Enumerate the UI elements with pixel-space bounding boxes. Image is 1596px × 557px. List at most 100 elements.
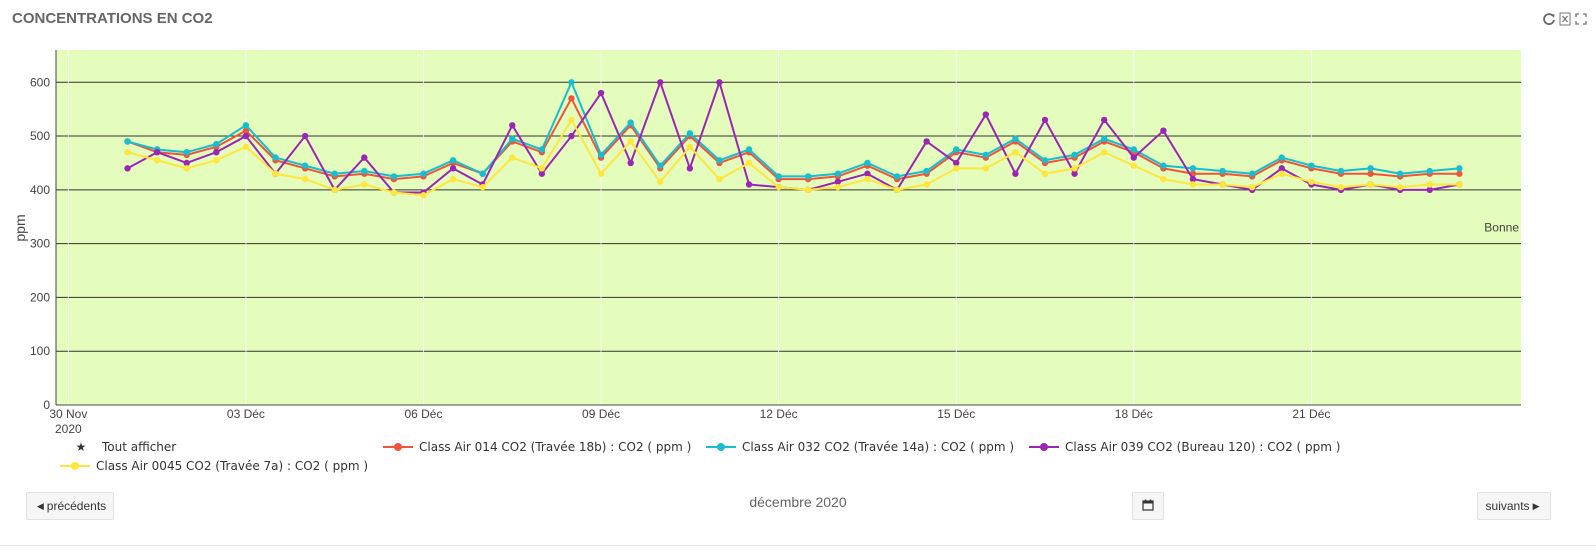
data-point [716, 79, 723, 86]
data-point [1456, 165, 1463, 172]
data-point [153, 148, 161, 156]
y-tick-label: 0 [43, 398, 50, 412]
data-point [1337, 167, 1345, 175]
data-point [301, 132, 309, 140]
data-point [627, 119, 634, 126]
data-point [657, 79, 664, 86]
legend-item-series-2[interactable]: Class Air 039 CO2 (Bureau 120) : CO2 ( p… [1029, 440, 1340, 454]
data-point [331, 186, 338, 194]
data-point [597, 151, 605, 159]
data-point [1456, 181, 1463, 188]
data-point [1308, 178, 1315, 185]
series-line [127, 118, 1460, 197]
data-point [509, 122, 516, 129]
data-point [953, 165, 960, 172]
data-point [509, 154, 516, 161]
data-point [153, 157, 161, 164]
data-point [183, 148, 190, 156]
data-point [124, 138, 131, 145]
data-point [923, 138, 930, 145]
legend-label: Class Air 039 CO2 (Bureau 120) : CO2 ( p… [1065, 440, 1341, 454]
series-layer [124, 79, 1463, 199]
x-tick-sublabel: 2020 [55, 422, 82, 436]
legend-item-series-0[interactable]: Class Air 014 CO2 (Travée 18b) : CO2 ( p… [383, 440, 691, 454]
data-point [1041, 116, 1049, 124]
data-point [775, 173, 782, 180]
data-point [420, 192, 427, 199]
legend-label: Class Air 032 CO2 (Travée 14a) : CO2 ( p… [742, 440, 1015, 454]
next-button[interactable]: suivants ▶ [1477, 492, 1551, 520]
export-excel-icon[interactable] [1558, 12, 1572, 26]
caret-right-icon: ▶ [1532, 500, 1540, 511]
data-point [1160, 175, 1167, 183]
data-point [686, 130, 694, 137]
data-point [1012, 135, 1019, 142]
data-point [301, 162, 309, 169]
data-point [272, 170, 279, 177]
chart-toolbar [1542, 12, 1588, 26]
data-point [982, 151, 990, 159]
data-point [597, 89, 605, 97]
data-point [449, 157, 457, 164]
data-point [479, 183, 486, 191]
data-point [982, 111, 990, 118]
series-3 [124, 116, 1463, 199]
data-point [1041, 157, 1049, 164]
legend-label: Class Air 0045 CO2 (Travée 7a) : CO2 ( p… [96, 459, 369, 473]
data-point [420, 170, 427, 177]
y-tick-label: 400 [30, 183, 50, 197]
data-point [686, 143, 694, 151]
data-point [923, 167, 930, 175]
bottom-divider [0, 545, 1596, 546]
data-point [1278, 170, 1285, 177]
x-tick-label: 21 Déc [1292, 407, 1330, 421]
data-point [1130, 146, 1137, 153]
data-point [805, 186, 812, 194]
data-point [1278, 165, 1285, 172]
calendar-button[interactable] [1132, 492, 1164, 520]
data-point [183, 159, 190, 167]
data-point [509, 135, 516, 142]
data-point [242, 122, 250, 129]
refresh-icon[interactable] [1542, 12, 1556, 26]
data-point [1426, 186, 1433, 194]
data-point [953, 159, 960, 167]
legend-show-all[interactable]: ★ Tout afficher [66, 440, 177, 454]
data-point [627, 138, 634, 145]
data-point [657, 178, 664, 185]
legend-item-series-3[interactable]: Class Air 0045 CO2 (Travée 7a) : CO2 ( p… [60, 459, 368, 473]
x-tick-label: 15 Déc [937, 407, 975, 421]
legend-item-series-1[interactable]: Class Air 032 CO2 (Travée 14a) : CO2 ( p… [706, 440, 1014, 454]
data-point [893, 173, 901, 180]
data-point [1426, 181, 1433, 188]
data-point [538, 170, 546, 177]
data-point [213, 148, 220, 156]
data-point [1396, 170, 1404, 177]
data-point [1219, 167, 1226, 175]
legend-label: Class Air 014 CO2 (Travée 18b) : CO2 ( p… [419, 440, 692, 454]
data-point [597, 170, 605, 177]
previous-button[interactable]: ◀ précédents [26, 492, 114, 520]
x-gridlines [67, 50, 1312, 405]
fullscreen-icon[interactable] [1574, 12, 1588, 26]
data-point [1130, 154, 1137, 161]
data-point [1041, 170, 1049, 177]
caret-left-icon: ◀ [36, 500, 44, 511]
data-point [864, 170, 871, 177]
data-point [213, 140, 220, 148]
data-point [864, 159, 871, 167]
data-point [775, 183, 782, 191]
data-point [538, 146, 546, 153]
data-point [1367, 181, 1374, 188]
data-point [568, 95, 575, 102]
data-point [1100, 116, 1108, 124]
legend-show-all-label: Tout afficher [102, 440, 177, 454]
data-point [449, 175, 457, 183]
data-point [953, 146, 960, 153]
data-point [361, 154, 368, 161]
data-point [1248, 183, 1256, 191]
data-point [1189, 165, 1197, 172]
legend-swatch [60, 460, 90, 472]
data-point [1426, 167, 1433, 175]
legend-swatch [1029, 441, 1059, 453]
